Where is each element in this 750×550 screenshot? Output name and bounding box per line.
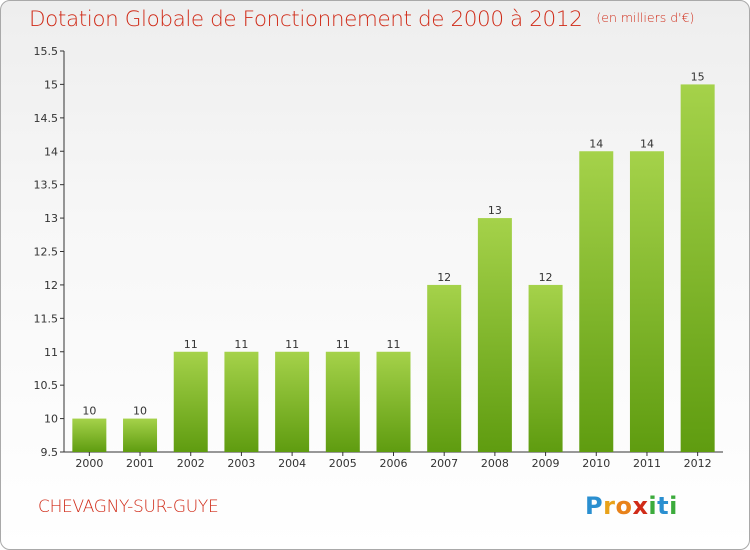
y-tick-label: 14 bbox=[44, 145, 58, 158]
bar bbox=[579, 151, 613, 452]
logo-letter: o bbox=[615, 492, 632, 520]
x-tick-label: 2007 bbox=[430, 457, 458, 470]
y-tick-label: 15.5 bbox=[34, 45, 59, 58]
data-label: 11 bbox=[234, 338, 248, 351]
commune-name: CHEVAGNY-SUR-GUYE bbox=[38, 497, 218, 517]
data-label: 11 bbox=[285, 338, 299, 351]
y-tick-label: 11 bbox=[44, 346, 58, 359]
y-tick-label: 11.5 bbox=[34, 312, 59, 325]
bar bbox=[72, 419, 106, 452]
y-tick-label: 12.5 bbox=[34, 246, 59, 259]
y-tick-label: 10.5 bbox=[34, 379, 59, 392]
data-label: 11 bbox=[184, 338, 198, 351]
data-label: 11 bbox=[387, 338, 401, 351]
data-label: 15 bbox=[691, 70, 705, 83]
x-tick-label: 2009 bbox=[532, 457, 560, 470]
bar bbox=[224, 352, 258, 452]
proxiti-logo: Proxiti bbox=[585, 492, 678, 520]
bar bbox=[174, 352, 208, 452]
data-label: 10 bbox=[82, 405, 96, 418]
bar bbox=[529, 285, 563, 452]
bar bbox=[427, 285, 461, 452]
y-tick-label: 15 bbox=[44, 78, 58, 91]
bar bbox=[630, 151, 664, 452]
x-tick-label: 2012 bbox=[684, 457, 712, 470]
y-tick-label: 14.5 bbox=[34, 112, 59, 125]
bar bbox=[326, 352, 360, 452]
data-label: 12 bbox=[437, 271, 451, 284]
x-tick-label: 2006 bbox=[380, 457, 408, 470]
bar bbox=[377, 352, 411, 452]
x-tick-label: 2001 bbox=[126, 457, 154, 470]
logo-letter: P bbox=[585, 492, 603, 520]
logo-letter: i bbox=[648, 492, 657, 520]
logo-letter: x bbox=[632, 492, 648, 520]
data-label: 12 bbox=[539, 271, 553, 284]
bar bbox=[123, 419, 157, 452]
logo-letter: t bbox=[657, 492, 669, 520]
data-label: 11 bbox=[336, 338, 350, 351]
x-tick-label: 2003 bbox=[227, 457, 255, 470]
data-label: 13 bbox=[488, 204, 502, 217]
x-tick-label: 2000 bbox=[75, 457, 103, 470]
logo-letter: r bbox=[603, 492, 615, 520]
x-tick-label: 2002 bbox=[177, 457, 205, 470]
x-tick-label: 2011 bbox=[633, 457, 661, 470]
x-tick-label: 2005 bbox=[329, 457, 357, 470]
data-label: 14 bbox=[589, 137, 603, 150]
y-tick-label: 9.5 bbox=[41, 446, 59, 459]
bar bbox=[275, 352, 309, 452]
data-label: 10 bbox=[133, 405, 147, 418]
y-tick-label: 10 bbox=[44, 413, 58, 426]
bar bbox=[478, 218, 512, 452]
data-label: 14 bbox=[640, 137, 654, 150]
bar bbox=[681, 84, 715, 452]
y-tick-label: 13.5 bbox=[34, 179, 59, 192]
y-tick-label: 13 bbox=[44, 212, 58, 225]
x-tick-label: 2010 bbox=[582, 457, 610, 470]
logo-letter: i bbox=[669, 492, 678, 520]
x-tick-label: 2004 bbox=[278, 457, 306, 470]
y-tick-label: 12 bbox=[44, 279, 58, 292]
x-tick-label: 2008 bbox=[481, 457, 509, 470]
